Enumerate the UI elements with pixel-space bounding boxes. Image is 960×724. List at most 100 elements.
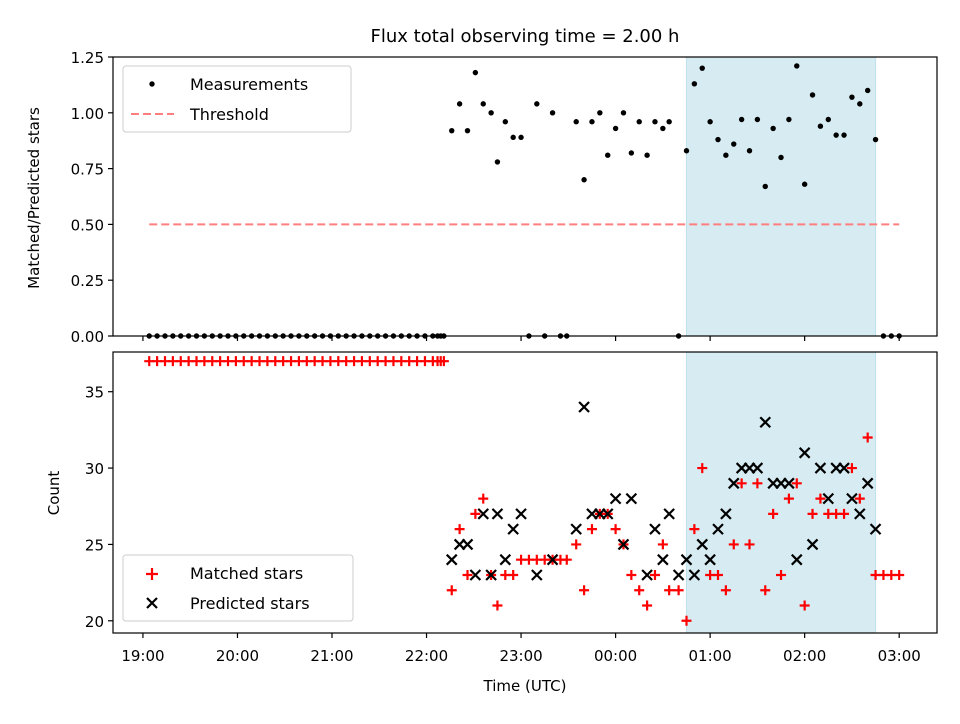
measurement-point — [549, 110, 556, 116]
measurement-point — [849, 94, 855, 100]
matched-star-point — [894, 569, 905, 580]
legend-predicted-label: Predicted stars — [190, 594, 310, 613]
y-tick-label: 0.50 — [71, 216, 104, 234]
predicted-star-point — [445, 553, 458, 566]
predicted-star-point — [485, 569, 497, 581]
predicted-star-point — [617, 538, 630, 551]
predicted-star-point — [491, 508, 504, 520]
bottom-y-axis: 20 25 30 35 — [85, 384, 113, 631]
predicted-star-point — [727, 477, 740, 490]
matched-star-point — [561, 554, 572, 565]
predicted-star-point — [649, 523, 661, 535]
measurement-point — [480, 101, 486, 107]
matched-star-point — [689, 524, 700, 535]
x-tick-label: 20:00 — [216, 647, 259, 665]
measurement-point — [660, 125, 666, 132]
matched-star-point — [697, 463, 708, 474]
measurement-point — [605, 152, 611, 158]
measurement-point — [857, 101, 863, 107]
predicted-star-point — [657, 553, 669, 566]
x-tick-label: 21:00 — [310, 647, 353, 665]
y-tick-label: 0.75 — [71, 161, 104, 179]
measurement-point — [801, 181, 808, 187]
measurement-point — [573, 119, 579, 125]
predicted-star-point — [461, 538, 474, 551]
matched-star-point — [571, 539, 582, 550]
predicted-star-point — [869, 523, 882, 535]
measurement-point — [666, 119, 672, 125]
x-axis-label: Time (UTC) — [483, 677, 567, 695]
y-tick-label: 25 — [85, 536, 104, 554]
matched-star-point — [470, 508, 481, 519]
matched-star-point — [799, 600, 810, 611]
matched-star-point — [854, 493, 865, 504]
predicted-star-point — [814, 462, 827, 474]
matched-star-point — [720, 585, 731, 596]
measurement-point — [488, 110, 494, 116]
predicted-star-point — [680, 553, 693, 566]
predicted-star-point — [720, 508, 732, 520]
measurement-point — [589, 119, 595, 125]
x-tick-label: 22:00 — [405, 647, 448, 665]
measurement-point — [644, 152, 650, 158]
measurement-point — [786, 116, 792, 123]
y-tick-label: 1.25 — [71, 49, 104, 67]
matched-star-point — [492, 600, 503, 611]
matched-star-point — [752, 478, 763, 489]
predicted-star-point — [469, 569, 482, 581]
matched-star-point — [776, 569, 787, 580]
predicted-star-point — [663, 508, 675, 520]
top-axes-frame — [112, 56, 938, 337]
measurement-point — [464, 127, 471, 134]
top-legend: Measurements Threshold — [122, 65, 352, 133]
predicted-star-point — [704, 553, 716, 566]
measurement-point — [581, 177, 587, 183]
x-tick-label: 00:00 — [594, 647, 637, 665]
legend-measurements-label: Measurements — [190, 75, 308, 94]
observing-window-shade-top — [685, 56, 877, 337]
matched-star-point — [713, 569, 724, 580]
legend-threshold-label: Threshold — [189, 105, 269, 124]
measurement-point — [449, 127, 455, 134]
measurement-point — [872, 136, 879, 143]
measurement-point — [628, 150, 635, 156]
predicted-star-point — [601, 508, 614, 520]
measurement-point — [715, 136, 721, 143]
matched-star-point — [728, 539, 739, 550]
matched-star-point — [846, 463, 857, 474]
predicted-star-point — [861, 477, 874, 490]
measurement-point — [809, 92, 816, 98]
predicted-star-point — [531, 569, 543, 581]
y-tick-label: 20 — [85, 613, 104, 631]
matched-star-points — [144, 356, 905, 626]
x-tick-label: 19:00 — [121, 647, 164, 665]
measurement-point — [817, 123, 824, 129]
matched-star-point — [815, 493, 826, 504]
measurement-point — [652, 119, 658, 125]
matched-star-point — [862, 432, 873, 443]
matched-star-point — [664, 585, 675, 596]
predicted-star-point — [806, 538, 819, 551]
bottom-legend-box — [122, 554, 354, 622]
matched-star-point — [807, 508, 818, 519]
matched-star-point — [744, 539, 755, 550]
measurement-point — [833, 132, 839, 138]
measurement-point — [683, 148, 690, 154]
measurement-point — [778, 154, 784, 161]
matched-star-point — [438, 356, 449, 367]
predicted-star-point — [783, 477, 795, 490]
matched-star-point — [634, 585, 645, 596]
predicted-star-point — [625, 492, 638, 505]
bottom-x-axis: 19:00 20:00 21:00 22:00 23:00 00:00 01:00 02:00… — [121, 633, 921, 665]
measurement-point — [612, 125, 619, 132]
predicted-star-point — [751, 462, 764, 474]
x-tick-label: 02:00 — [783, 647, 826, 665]
observing-window-shade-bottom — [685, 351, 877, 634]
matched-star-point — [478, 493, 489, 504]
predicted-star-point — [515, 508, 527, 520]
measurement-point — [534, 101, 540, 107]
measurement-point — [620, 110, 627, 116]
measurement-point — [770, 125, 776, 132]
predicted-star-point — [838, 462, 850, 474]
y-tick-label: 30 — [85, 460, 104, 478]
